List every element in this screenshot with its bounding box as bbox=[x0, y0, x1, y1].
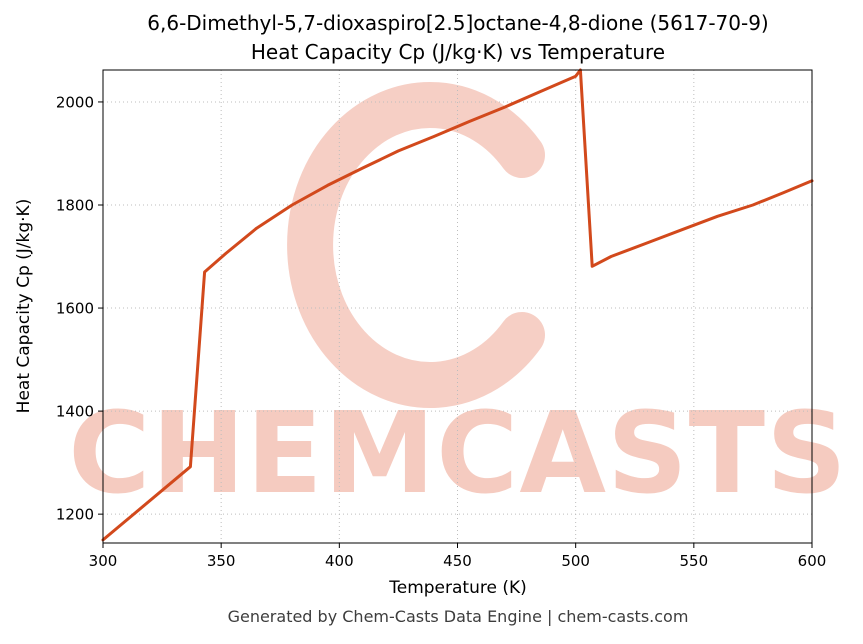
chart-title: 6,6-Dimethyl-5,7-dioxaspiro[2.5]octane-4… bbox=[147, 9, 768, 67]
cp-data-line bbox=[101, 68, 814, 542]
x-tick-label: 450 bbox=[443, 552, 472, 570]
x-tick-label: 350 bbox=[207, 552, 236, 570]
c-swoosh-logo-icon bbox=[287, 82, 545, 408]
x-tick-label: 300 bbox=[89, 552, 118, 570]
x-tick-label: 400 bbox=[325, 552, 354, 570]
y-tick-label: 1200 bbox=[56, 506, 94, 524]
footer-text: Generated by Chem-Casts Data Engine | ch… bbox=[227, 607, 689, 626]
y-tick-label: 2000 bbox=[56, 93, 94, 111]
chart-title-line1: 6,6-Dimethyl-5,7-dioxaspiro[2.5]octane-4… bbox=[147, 11, 769, 35]
y-tick-label: 1800 bbox=[56, 196, 94, 214]
c-swoosh-arc bbox=[287, 82, 545, 408]
x-tick-label: 600 bbox=[798, 552, 827, 570]
y-tick-label: 1600 bbox=[56, 300, 94, 318]
x-axis-label: Temperature (K) bbox=[389, 578, 527, 598]
x-tick-label: 550 bbox=[680, 552, 709, 570]
y-tick-label: 1400 bbox=[56, 403, 94, 421]
x-tick-label: 500 bbox=[561, 552, 590, 570]
chart-title-line2: Heat Capacity Cp (J/kg·K) vs Temperature bbox=[250, 40, 666, 64]
y-axis-label: Heat Capacity Cp (J/kg·K) bbox=[14, 198, 34, 414]
